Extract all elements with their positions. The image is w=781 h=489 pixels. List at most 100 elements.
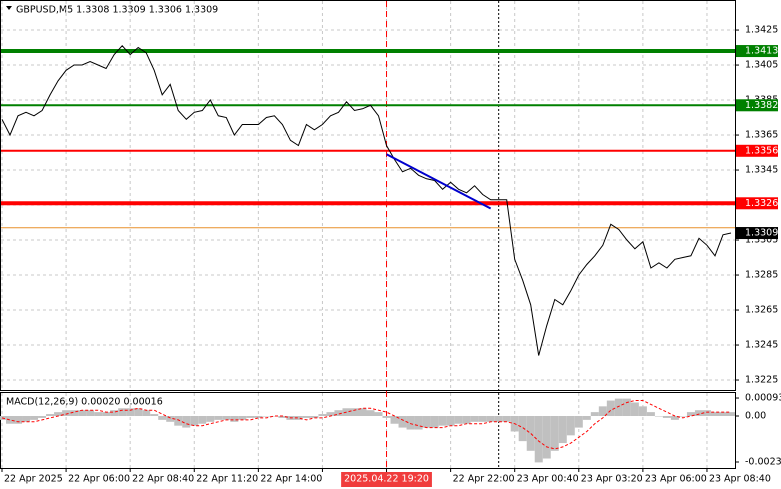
x-tick-label: 22 Apr 2025 (4, 474, 63, 485)
macd-bar (230, 416, 239, 422)
macd-bar (190, 416, 199, 426)
macd-bar (662, 416, 671, 418)
trendline (386, 153, 492, 210)
macd-bar (118, 408, 127, 417)
y-tick-label: 1.3345 (745, 165, 778, 176)
x-tick-label: 23 Apr 00:40 (517, 474, 579, 485)
macd-bar (678, 416, 687, 417)
macd-bar (102, 412, 111, 417)
macd-title: MACD(12,26,9) 0.00020 0.00016 (6, 397, 163, 408)
macd-bar (622, 398, 631, 417)
last-price-label: 1.3309 (745, 228, 778, 239)
level-label: 1.3326 (745, 198, 778, 209)
y-tick-label: 1.3305 (745, 235, 778, 246)
macd-bar (30, 416, 39, 420)
price-line (1, 45, 732, 356)
macd-bar (126, 408, 135, 417)
macd-bar (398, 416, 407, 428)
macd-bar (78, 410, 87, 417)
level-label: 1.3356 (745, 145, 778, 156)
last-price-box (736, 227, 778, 240)
y-tick-label: 1.3425 (745, 25, 778, 36)
x-tick-label: 23 Apr 08:40 (709, 474, 771, 485)
x-tick-label: 22 Apr 22:00 (453, 474, 515, 485)
macd-bar (598, 406, 607, 417)
macd-bar (310, 416, 319, 418)
macd-bar (534, 416, 543, 463)
y-tick-label: 0.00093 (745, 393, 781, 404)
x-tick-label: 22 Apr 14:00 (260, 474, 322, 485)
macd-bar (670, 416, 679, 420)
level-box (736, 197, 778, 210)
macd-bar (718, 412, 727, 417)
x-tick-label: 23 Apr 03:20 (581, 474, 643, 485)
macd-bar (54, 412, 63, 417)
macd-bar (694, 410, 703, 417)
macd-bar (150, 414, 159, 417)
y-tick-label: 1.3285 (745, 270, 778, 281)
macd-bar (134, 408, 143, 417)
macd-bar (654, 416, 663, 417)
x-tick-label: 23 Apr 06:00 (645, 474, 707, 485)
macd-bar (606, 400, 615, 417)
macd-bar (710, 412, 719, 417)
macd-bar (62, 410, 71, 417)
macd-bar (318, 414, 327, 417)
macd-bar (582, 416, 591, 420)
macd-bar (638, 406, 647, 417)
y-tick-label: 0.00 (745, 411, 766, 422)
y-tick-label: 1.3405 (745, 60, 778, 71)
y-tick-label: 1.3225 (745, 375, 778, 386)
macd-bar (382, 416, 391, 418)
macd-bar (110, 410, 119, 417)
macd-bar (558, 416, 567, 444)
macd-bar (182, 416, 191, 428)
macd-bar (526, 416, 535, 451)
macd-bar (222, 416, 231, 420)
macd-bar (422, 416, 431, 428)
macd-bar (686, 412, 695, 417)
macd-bar (470, 416, 479, 422)
macd-bar (254, 416, 263, 418)
macd-bar (566, 416, 575, 436)
x-tick-label: 22 Apr 08:40 (132, 474, 194, 485)
macd-bar (14, 416, 23, 424)
macd-bar (142, 410, 151, 417)
macd-bar (550, 416, 559, 451)
macd-bar (454, 416, 463, 424)
macd-bar (350, 408, 359, 417)
macd-bar (38, 416, 47, 418)
chart-title: GBPUSD,M5 1.3308 1.3309 1.3306 1.3309 (16, 5, 218, 16)
macd-bar (294, 416, 303, 420)
macd-bar (414, 416, 423, 430)
macd-bar (238, 416, 247, 420)
y-tick-label: 1.3265 (745, 305, 778, 316)
macd-bar (214, 416, 223, 420)
macd-bar (358, 408, 367, 417)
macd-bar (478, 416, 487, 422)
level-box (736, 99, 778, 112)
x-tick-label-highlight: 2025.04.22 19:20 (344, 474, 429, 485)
macd-bar (646, 412, 655, 417)
title-icon (6, 6, 12, 10)
macd-bar (174, 416, 183, 426)
x-tick-label: 22 Apr 11:20 (196, 474, 258, 485)
macd-bar (614, 398, 623, 417)
macd-bar (494, 416, 503, 422)
macd-bar (702, 410, 711, 417)
macd-bar (334, 410, 343, 417)
highlight-box (341, 472, 432, 487)
macd-bar (630, 402, 639, 417)
macd-bar (574, 416, 583, 428)
macd-bar (262, 416, 271, 417)
y-tick-label: 1.3365 (745, 130, 778, 141)
y-tick-label: 1.3245 (745, 340, 778, 351)
macd-bar (206, 416, 215, 422)
macd-bar (390, 416, 399, 424)
macd-bar (374, 412, 383, 417)
macd-bar (22, 416, 31, 422)
macd-bar (518, 416, 527, 442)
macd-bar (430, 416, 439, 428)
level-box (736, 45, 778, 58)
